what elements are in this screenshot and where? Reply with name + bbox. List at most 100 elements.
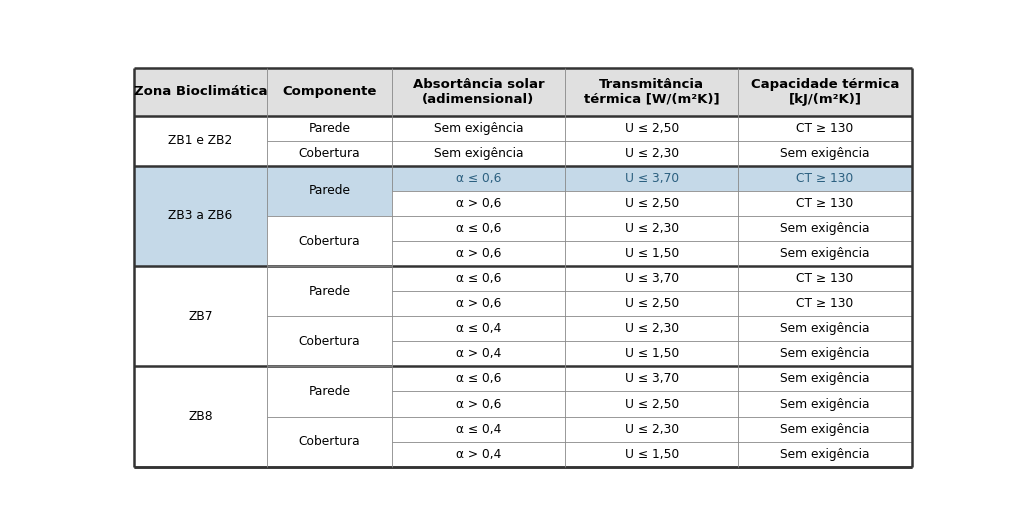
Text: Parede: Parede [308, 122, 350, 135]
Text: Capacidade térmica
[kJ/(m²K)]: Capacidade térmica [kJ/(m²K)] [750, 78, 899, 106]
Text: α ≤ 0,6: α ≤ 0,6 [455, 222, 500, 235]
Bar [738, 291, 911, 316]
Text: Sem exigência: Sem exigência [780, 222, 869, 235]
Bar [133, 116, 267, 166]
Bar [391, 442, 565, 467]
Text: U ≤ 2,50: U ≤ 2,50 [624, 122, 679, 135]
Bar [391, 316, 565, 341]
Text: Zona Bioclimática: Zona Bioclimática [133, 85, 267, 98]
Text: Sem exigência: Sem exigência [433, 122, 523, 135]
Text: Sem exigência: Sem exigência [780, 322, 869, 335]
Text: α ≤ 0,6: α ≤ 0,6 [455, 372, 500, 386]
Text: α > 0,6: α > 0,6 [455, 297, 500, 310]
Bar [738, 367, 911, 391]
Bar [391, 141, 565, 166]
Text: U ≤ 1,50: U ≤ 1,50 [624, 448, 679, 461]
Text: U ≤ 2,50: U ≤ 2,50 [624, 397, 679, 411]
Text: U ≤ 2,50: U ≤ 2,50 [624, 297, 679, 310]
Text: α > 0,6: α > 0,6 [455, 397, 500, 411]
Bar [267, 141, 391, 166]
Text: Sem exigência: Sem exigência [780, 348, 869, 360]
Bar [391, 367, 565, 391]
Bar [565, 391, 738, 416]
Bar [391, 166, 565, 191]
Bar [391, 191, 565, 216]
Text: Parede: Parede [308, 385, 350, 398]
Bar [565, 241, 738, 266]
Bar [738, 216, 911, 241]
Bar [133, 166, 267, 266]
Bar [565, 316, 738, 341]
Text: Sem exigência: Sem exigência [780, 423, 869, 435]
Text: Cobertura: Cobertura [299, 435, 360, 448]
Text: Parede: Parede [308, 285, 350, 298]
Text: CT ≥ 130: CT ≥ 130 [796, 122, 853, 135]
Text: Sem exigência: Sem exigência [780, 372, 869, 386]
Text: α > 0,4: α > 0,4 [455, 448, 500, 461]
Bar [565, 191, 738, 216]
Bar [565, 166, 738, 191]
Text: α ≤ 0,6: α ≤ 0,6 [455, 172, 500, 185]
Bar [565, 442, 738, 467]
Text: CT ≥ 130: CT ≥ 130 [796, 297, 853, 310]
Bar [565, 216, 738, 241]
Bar [391, 116, 565, 141]
Text: α > 0,6: α > 0,6 [455, 197, 500, 210]
Bar [565, 367, 738, 391]
Text: Sem exigência: Sem exigência [780, 247, 869, 260]
Text: Componente: Componente [282, 85, 376, 98]
Text: U ≤ 2,30: U ≤ 2,30 [624, 147, 678, 160]
Text: Sem exigência: Sem exigência [433, 147, 523, 160]
Bar [391, 241, 565, 266]
Bar [267, 166, 391, 216]
Bar [565, 116, 738, 141]
Text: α ≤ 0,6: α ≤ 0,6 [455, 272, 500, 285]
Text: Cobertura: Cobertura [299, 335, 360, 348]
Bar [738, 416, 911, 442]
Bar [267, 216, 391, 266]
Text: Sem exigência: Sem exigência [780, 448, 869, 461]
Bar [738, 166, 911, 191]
Bar [738, 241, 911, 266]
Text: CT ≥ 130: CT ≥ 130 [796, 272, 853, 285]
Text: U ≤ 3,70: U ≤ 3,70 [624, 372, 678, 386]
Text: CT ≥ 130: CT ≥ 130 [796, 197, 853, 210]
Bar [267, 316, 391, 367]
Text: Cobertura: Cobertura [299, 147, 360, 160]
Text: CT ≥ 130: CT ≥ 130 [796, 172, 853, 185]
Text: α ≤ 0,4: α ≤ 0,4 [455, 423, 500, 435]
Text: α > 0,4: α > 0,4 [455, 348, 500, 360]
Text: Parede: Parede [308, 185, 350, 197]
Bar [267, 416, 391, 467]
Bar [738, 316, 911, 341]
Text: U ≤ 1,50: U ≤ 1,50 [624, 348, 679, 360]
Bar [267, 367, 391, 416]
Text: U ≤ 2,50: U ≤ 2,50 [624, 197, 679, 210]
Bar [738, 442, 911, 467]
Bar [391, 416, 565, 442]
Bar [565, 266, 738, 291]
Bar [565, 341, 738, 367]
Text: Sem exigência: Sem exigência [780, 147, 869, 160]
Bar [391, 266, 565, 291]
Text: U ≤ 2,30: U ≤ 2,30 [624, 222, 678, 235]
Text: Absortância solar
(adimensional): Absortância solar (adimensional) [413, 78, 544, 106]
Bar [738, 141, 911, 166]
Text: U ≤ 2,30: U ≤ 2,30 [624, 423, 678, 435]
Text: Sem exigência: Sem exigência [780, 397, 869, 411]
Bar [738, 391, 911, 416]
Bar [738, 191, 911, 216]
Text: U ≤ 3,70: U ≤ 3,70 [624, 172, 678, 185]
Bar [267, 116, 391, 141]
Text: α ≤ 0,4: α ≤ 0,4 [455, 322, 500, 335]
Bar [391, 216, 565, 241]
Text: ZB3 a ZB6: ZB3 a ZB6 [168, 209, 232, 222]
Bar [738, 116, 911, 141]
Bar [565, 291, 738, 316]
Text: Cobertura: Cobertura [299, 234, 360, 248]
Bar [738, 341, 911, 367]
Text: ZB8: ZB8 [187, 410, 212, 423]
Text: ZB1 e ZB2: ZB1 e ZB2 [168, 134, 232, 147]
Bar [133, 266, 267, 367]
Bar [133, 367, 267, 467]
